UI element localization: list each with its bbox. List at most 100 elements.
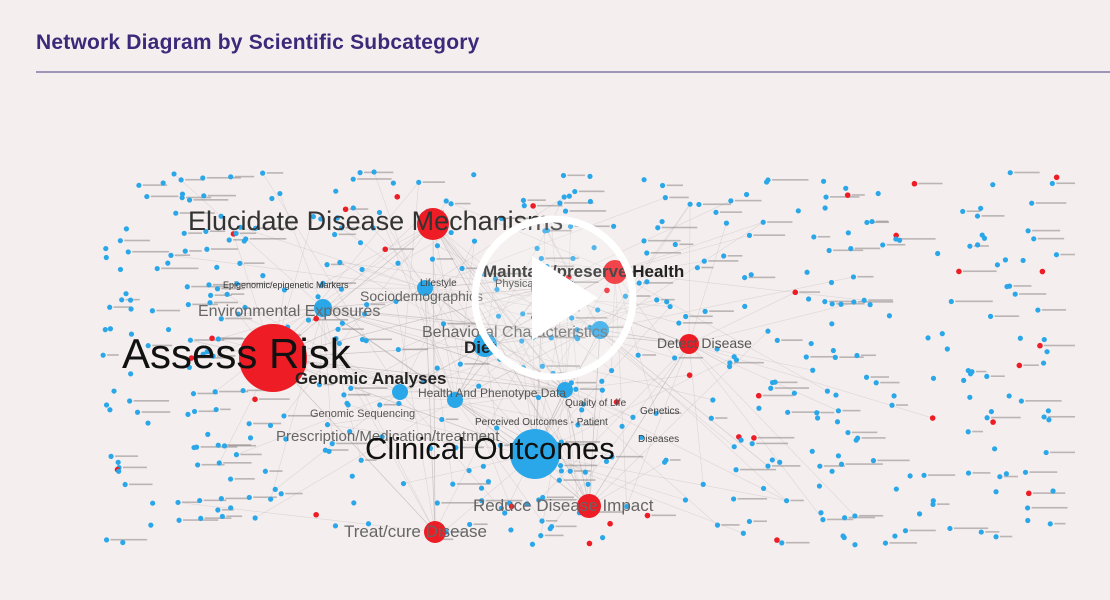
network-node	[603, 458, 610, 464]
node-label-mark	[836, 302, 865, 305]
network-node	[622, 293, 629, 299]
network-edge	[614, 271, 865, 301]
network-edge	[427, 211, 566, 391]
node-label-mark	[197, 392, 218, 395]
network-node	[193, 444, 200, 450]
network-node	[427, 445, 434, 451]
network-node	[1006, 393, 1012, 399]
label-lifestyle: Lifestyle	[420, 278, 457, 289]
node-label-mark	[708, 260, 739, 262]
network-edge	[432, 223, 572, 384]
node-label-mark	[456, 483, 491, 485]
network-node	[661, 459, 668, 465]
node-label-mark	[370, 303, 386, 306]
network-node	[212, 389, 218, 395]
network-edge	[454, 399, 613, 458]
network-edge	[688, 343, 824, 520]
network-edge	[319, 307, 324, 385]
network-node	[219, 513, 225, 520]
node-label-mark	[880, 381, 900, 384]
network-node	[395, 260, 401, 266]
node-label-mark	[194, 339, 225, 341]
hub-node	[603, 260, 627, 284]
node-label-mark	[253, 496, 277, 499]
network-node	[896, 237, 903, 243]
network-node	[479, 498, 485, 504]
node-label-mark	[487, 272, 524, 275]
network-node	[539, 518, 545, 524]
node-label-mark	[573, 281, 599, 283]
network-node	[659, 218, 665, 225]
network-edge	[339, 262, 544, 289]
node-label-mark	[615, 455, 644, 458]
play-button[interactable]	[466, 210, 642, 386]
network-node	[359, 266, 365, 273]
network-node	[540, 494, 546, 501]
hub-node	[679, 334, 699, 354]
network-edge	[688, 292, 796, 345]
network-node	[318, 282, 325, 288]
network-node	[536, 497, 542, 503]
node-label-mark	[210, 248, 239, 250]
network-node	[125, 249, 131, 255]
network-node	[544, 227, 551, 234]
network-edge	[361, 269, 426, 289]
node-label-mark	[709, 310, 734, 312]
network-node	[1016, 362, 1023, 369]
network-node	[984, 373, 990, 380]
network-node	[742, 303, 748, 309]
network-node	[636, 280, 642, 286]
network-node	[560, 172, 567, 179]
title-divider	[36, 71, 1110, 73]
network-node	[580, 401, 587, 407]
node-label-mark	[150, 195, 179, 198]
node-label-mark	[331, 263, 345, 266]
network-node	[740, 530, 746, 536]
network-node	[393, 298, 399, 304]
network-node	[476, 383, 482, 389]
node-label-mark	[678, 356, 704, 359]
network-node	[1053, 174, 1060, 181]
node-label-mark	[402, 348, 428, 351]
network-node	[785, 409, 791, 415]
network-edge	[348, 404, 536, 455]
network-node	[686, 372, 693, 378]
network-node	[175, 499, 181, 506]
network-node	[186, 197, 193, 203]
node-label-mark	[830, 196, 860, 198]
network-node	[233, 452, 240, 458]
network-node	[190, 391, 197, 397]
network-node	[338, 225, 345, 231]
network-node	[965, 429, 971, 435]
hub-node	[510, 429, 560, 479]
node-label-mark	[269, 470, 283, 472]
node-label-mark	[839, 356, 864, 358]
network-node	[861, 297, 867, 303]
network-node	[316, 382, 323, 388]
network-node	[727, 360, 733, 366]
network-node	[186, 364, 192, 370]
network-edge	[484, 299, 657, 346]
network-edge	[446, 200, 616, 273]
network-edge	[454, 399, 543, 522]
network-node	[939, 331, 945, 337]
node-label-mark	[234, 478, 255, 480]
network-edge	[335, 338, 436, 533]
network-node	[107, 407, 113, 413]
network-node	[644, 512, 651, 519]
node-label-mark	[1037, 237, 1065, 240]
node-label-mark	[966, 210, 981, 213]
node-label-mark	[221, 287, 245, 290]
network-node	[834, 419, 841, 425]
node-label-mark	[579, 388, 604, 390]
node-label-mark	[1023, 364, 1039, 367]
node-label-mark	[243, 262, 265, 264]
network-node	[329, 441, 335, 447]
network-node	[579, 407, 585, 413]
network-edge	[588, 461, 665, 507]
network-node	[823, 194, 829, 200]
network-edge	[588, 343, 690, 507]
network-node	[638, 434, 644, 441]
network-node	[570, 255, 576, 262]
node-label-mark	[249, 237, 287, 240]
